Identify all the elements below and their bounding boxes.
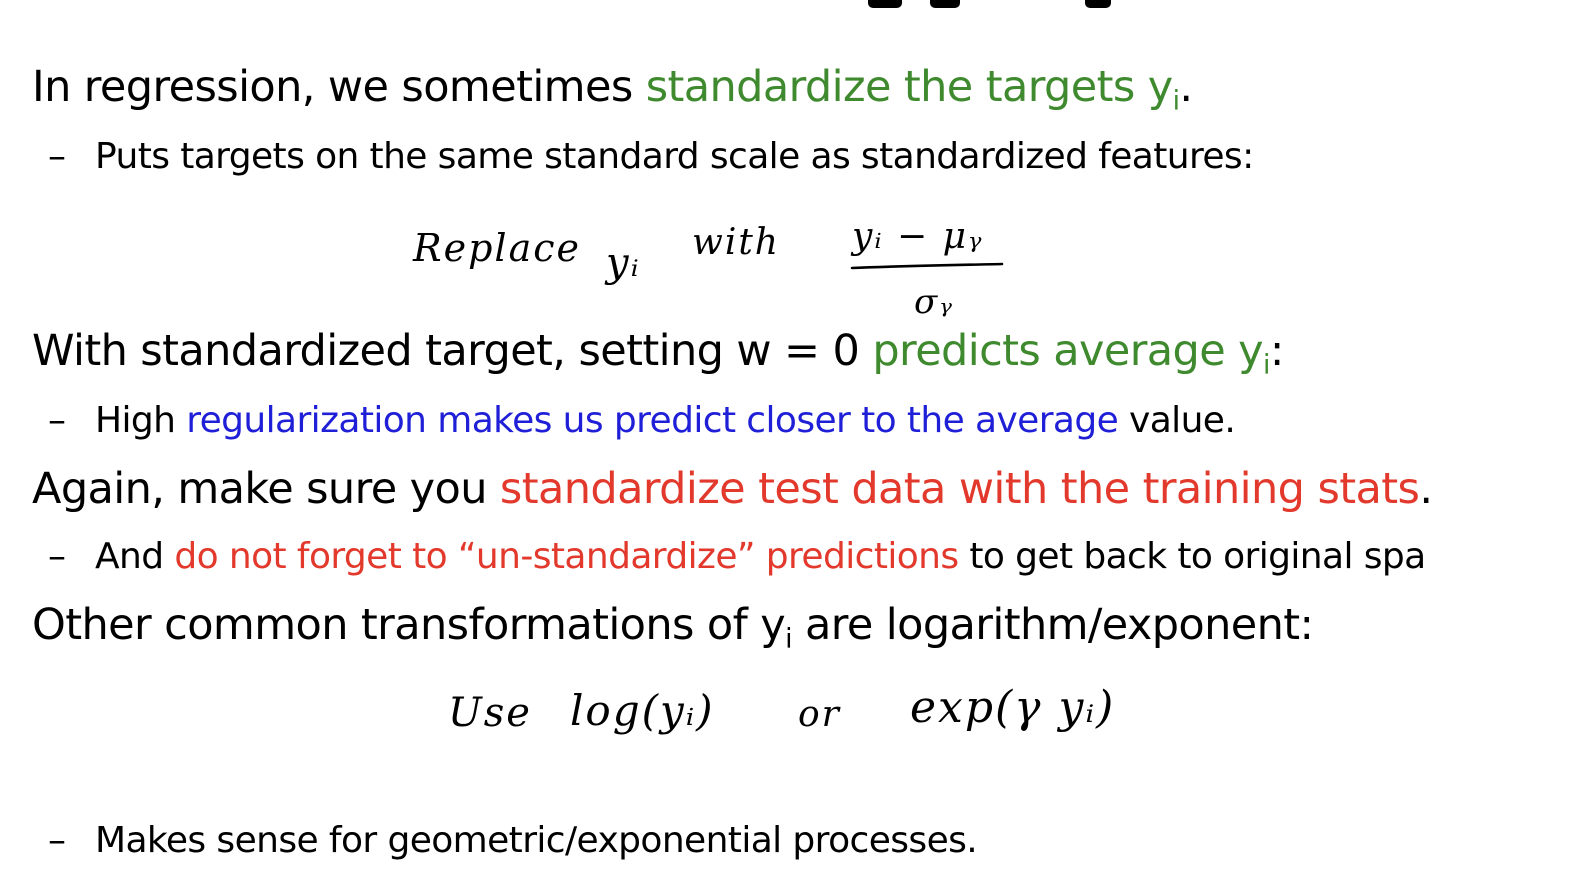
bullet-log-exp: Other common transformations of yi are l… bbox=[32, 600, 1314, 652]
subscript: i bbox=[1263, 349, 1270, 381]
handwriting-replace: Replace bbox=[413, 226, 582, 270]
text-run: standardize the targets y bbox=[645, 62, 1173, 112]
text-run: . bbox=[1419, 464, 1433, 514]
highlight-blue: regularization makes us predict closer t… bbox=[186, 400, 1119, 441]
dash-marker: – bbox=[48, 536, 66, 577]
cropped-title-remnant bbox=[0, 0, 1570, 12]
text-run: And bbox=[95, 536, 175, 577]
handwriting-numerator: yᵢ − μᵧ bbox=[852, 216, 984, 257]
text-run: Makes sense for geometric/exponential pr… bbox=[95, 820, 978, 861]
text-run: Again, make sure you bbox=[32, 464, 500, 514]
subbullet-geometric: – Makes sense for geometric/exponential p… bbox=[48, 820, 978, 861]
text-run: Puts targets on the same standard scale … bbox=[95, 136, 1254, 177]
handwriting-yi: yᵢ bbox=[606, 240, 641, 286]
dash-marker: – bbox=[48, 136, 66, 177]
text-run: . bbox=[1179, 62, 1193, 112]
bullet-w-zero: With standardized target, setting w = 0 … bbox=[32, 326, 1284, 378]
highlight-red: do not forget to “un-standardize” predic… bbox=[174, 536, 959, 577]
text-run: With standardized target, setting w = 0 bbox=[32, 326, 873, 376]
bullet-text: In regression, we sometimes standardize … bbox=[32, 62, 1193, 114]
subbullet-same-scale: – Puts targets on the same standard scale… bbox=[48, 136, 1254, 177]
subbullet-unstandardize: – And do not forget to “un-standardize” p… bbox=[48, 536, 1426, 577]
subscript: i bbox=[785, 623, 792, 655]
bullet-training-stats: Again, make sure you standardize test da… bbox=[32, 464, 1433, 514]
fraction-bar bbox=[850, 262, 1004, 270]
subbullet-regularization: – High regularization makes us predict cl… bbox=[48, 400, 1236, 441]
text-run: predicts average y bbox=[872, 326, 1264, 376]
dash-marker: – bbox=[48, 400, 66, 441]
text-run: to get back to original spa bbox=[958, 536, 1426, 577]
text-run: Other common transformations of y bbox=[32, 600, 786, 650]
handwriting-with: with bbox=[692, 222, 780, 263]
text-run: : bbox=[1269, 326, 1284, 376]
handwriting-exp: exp(γ yᵢ) bbox=[910, 682, 1116, 733]
bullet-standardize-targets: In regression, we sometimes standardize … bbox=[32, 62, 1193, 114]
highlight-green: standardize the targets yi bbox=[645, 62, 1180, 114]
text-run: are logarithm/exponent: bbox=[791, 600, 1314, 650]
handwriting-log: log(yᵢ) bbox=[570, 686, 715, 735]
subscript: i bbox=[1172, 85, 1180, 117]
dash-marker: – bbox=[48, 820, 66, 861]
text-run: High bbox=[95, 400, 187, 441]
handwriting-or: or bbox=[798, 694, 841, 735]
fraction-bar-stroke bbox=[850, 262, 1004, 270]
text-run: In regression, we sometimes bbox=[32, 62, 646, 112]
highlight-red: standardize test data with the training … bbox=[499, 464, 1420, 514]
handwriting-use: Use bbox=[448, 690, 532, 736]
text-run: value. bbox=[1118, 400, 1236, 441]
handwriting-denominator: σᵧ bbox=[914, 282, 955, 322]
highlight-green: predicts average yi bbox=[872, 326, 1270, 378]
